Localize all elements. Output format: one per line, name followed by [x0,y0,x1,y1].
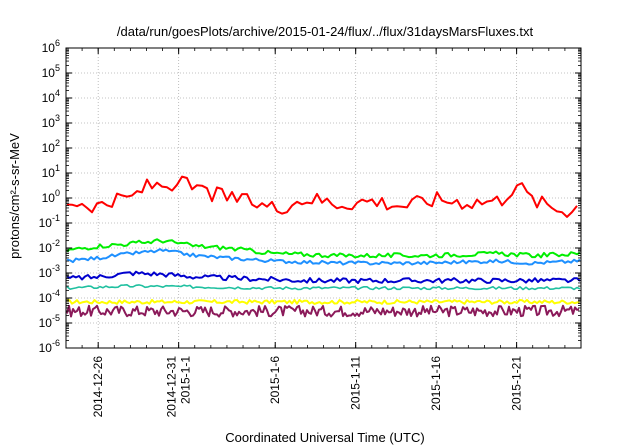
y-tick-label: 10-2 [39,238,60,255]
y-tick-label: 10-1 [39,213,60,230]
y-tick-exponent: 0 [55,188,60,198]
y-tick-exponent: -5 [52,313,60,323]
x-tick-label: 2015-1-21 [510,356,524,411]
y-tick-base: 10 [42,141,56,155]
series-line-4 [66,270,581,284]
y-tick-base: 10 [39,216,53,230]
x-tick-label: 2015-1-16 [429,356,443,411]
y-tick-base: 10 [42,91,56,105]
series-line-1 [66,175,578,218]
y-tick-label: 10-4 [39,288,60,305]
y-tick-label: 102 [42,138,60,155]
y-axis-label: protons/cm²-s-sr-MeV [7,133,22,259]
series-line-7 [66,304,580,318]
x-tick-label: 2015-1-1 [179,356,193,404]
y-tick-base: 10 [42,191,56,205]
y-axis: 10-610-510-410-310-210-11001011021031041… [39,38,581,355]
y-tick-exponent: 1 [55,163,60,173]
y-tick-label: 105 [42,63,60,80]
y-tick-label: 10-3 [39,263,60,280]
y-tick-exponent: -1 [52,213,60,223]
y-tick-label: 10-6 [39,338,60,355]
y-tick-exponent: -6 [52,338,60,348]
y-tick-base: 10 [42,116,56,130]
y-tick-exponent: -4 [52,288,60,298]
y-tick-base: 10 [42,166,56,180]
y-tick-label: 106 [42,38,60,55]
y-tick-label: 103 [42,113,60,130]
y-tick-exponent: 6 [55,38,60,48]
y-tick-base: 10 [39,341,53,355]
grid [66,48,581,348]
x-axis-label: Coordinated Universal Time (UTC) [225,430,424,445]
series-line-6 [66,298,580,305]
y-tick-base: 10 [42,41,56,55]
y-tick-base: 10 [42,66,56,80]
x-tick-label: 2014-12-26 [91,356,105,418]
series-line-2 [66,238,581,259]
x-tick-label: 2015-1-6 [268,356,282,404]
y-tick-exponent: 4 [55,88,60,98]
y-tick-label: 100 [42,188,60,205]
series-line-5 [66,283,581,291]
y-tick-label: 104 [42,88,60,105]
y-tick-base: 10 [39,316,53,330]
y-tick-label: 10-5 [39,313,60,330]
chart-title: /data/run/goesPlots/archive/2015-01-24/f… [117,24,534,39]
x-tick-label: 2014-12-31 [165,356,179,418]
series-line-3 [66,248,581,266]
y-tick-base: 10 [39,241,53,255]
y-tick-exponent: 2 [55,138,60,148]
y-tick-exponent: 3 [55,113,60,123]
x-axis: 2014-12-26 2014-12-31 2015-1-1 2015-1-6 2015… [65,48,582,418]
y-tick-label: 101 [42,163,60,180]
x-tick-label: 2015-1-11 [349,356,363,410]
y-tick-exponent: -3 [52,263,60,273]
series-layer [66,175,581,318]
y-tick-exponent: -2 [52,238,60,248]
y-tick-base: 10 [39,291,53,305]
y-tick-base: 10 [39,266,53,280]
y-tick-exponent: 5 [55,63,60,73]
